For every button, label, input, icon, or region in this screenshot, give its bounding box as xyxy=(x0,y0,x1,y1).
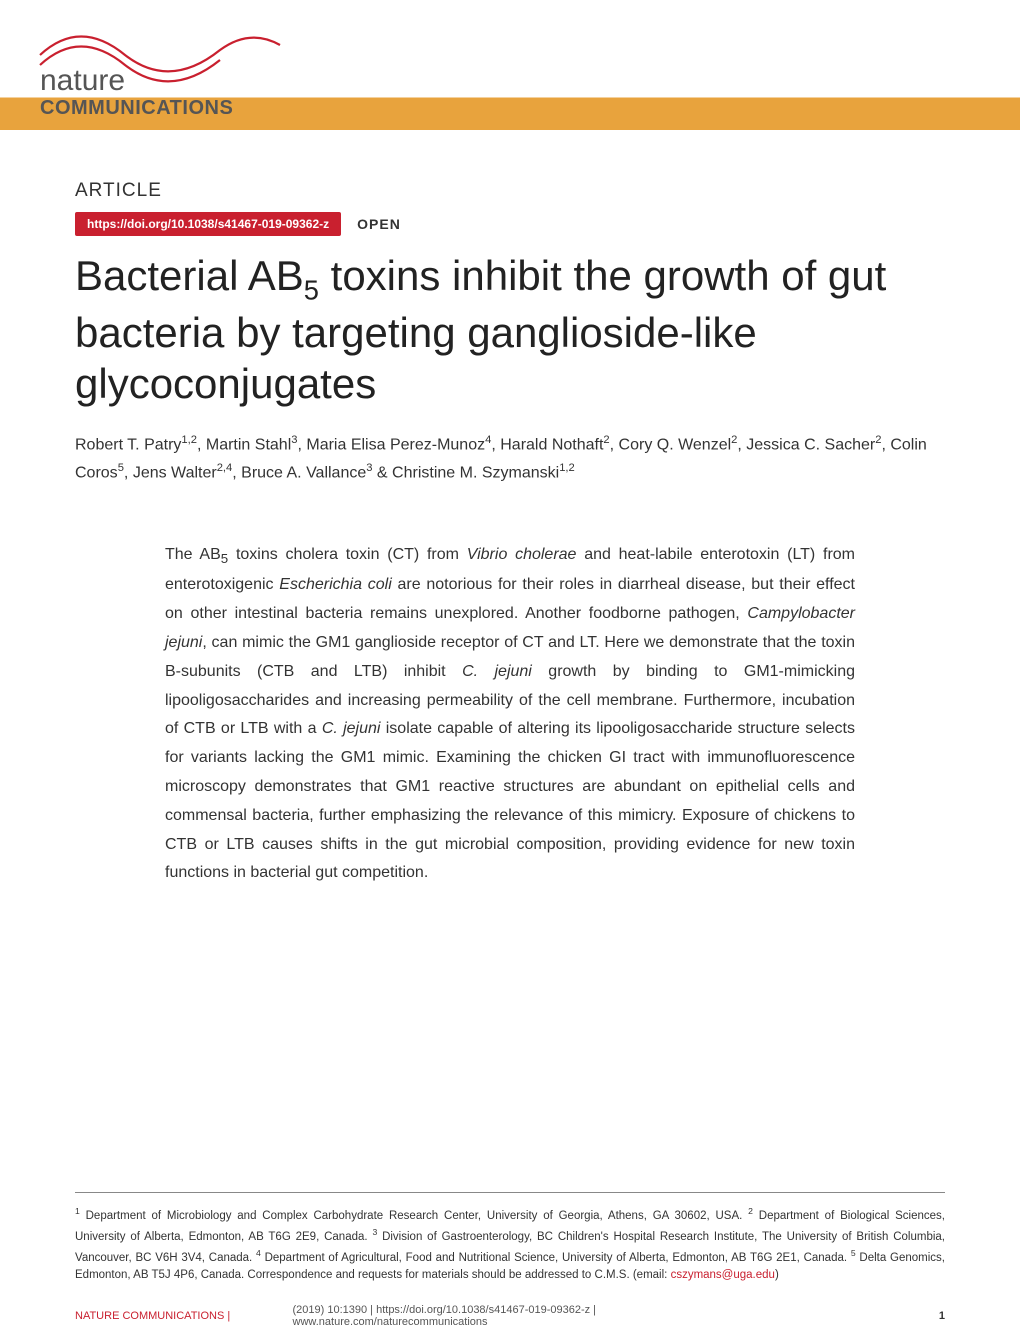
article-type-label: ARTICLE xyxy=(75,180,945,202)
journal-logo: nature COMMUNICATIONS xyxy=(30,10,290,120)
page-footer: NATURE COMMUNICATIONS | (2019) 10:1390 |… xyxy=(75,1310,945,1322)
author-list: Robert T. Patry1,2, Martin Stahl3, Maria… xyxy=(75,431,945,486)
abstract-text: The AB5 toxins cholera toxin (CT) from V… xyxy=(75,541,945,888)
footer-citation: (2019) 10:1390 | https://doi.org/10.1038… xyxy=(293,1304,728,1328)
open-access-label: OPEN xyxy=(357,216,401,232)
affiliations-section: 1 Department of Microbiology and Complex… xyxy=(75,1192,945,1285)
doi-row: https://doi.org/10.1038/s41467-019-09362… xyxy=(75,212,945,236)
article-content: ARTICLE https://doi.org/10.1038/s41467-0… xyxy=(0,130,1020,888)
doi-badge[interactable]: https://doi.org/10.1038/s41467-019-09362… xyxy=(75,212,341,236)
svg-text:nature: nature xyxy=(40,64,125,97)
footer-journal: NATURE COMMUNICATIONS | xyxy=(75,1310,230,1322)
svg-text:COMMUNICATIONS: COMMUNICATIONS xyxy=(40,97,233,119)
journal-header-band: nature COMMUNICATIONS xyxy=(0,0,1020,130)
article-title: Bacterial AB5 toxins inhibit the growth … xyxy=(75,250,945,409)
page-number: 1 xyxy=(939,1310,945,1322)
affiliations-text: 1 Department of Microbiology and Complex… xyxy=(75,1205,945,1285)
